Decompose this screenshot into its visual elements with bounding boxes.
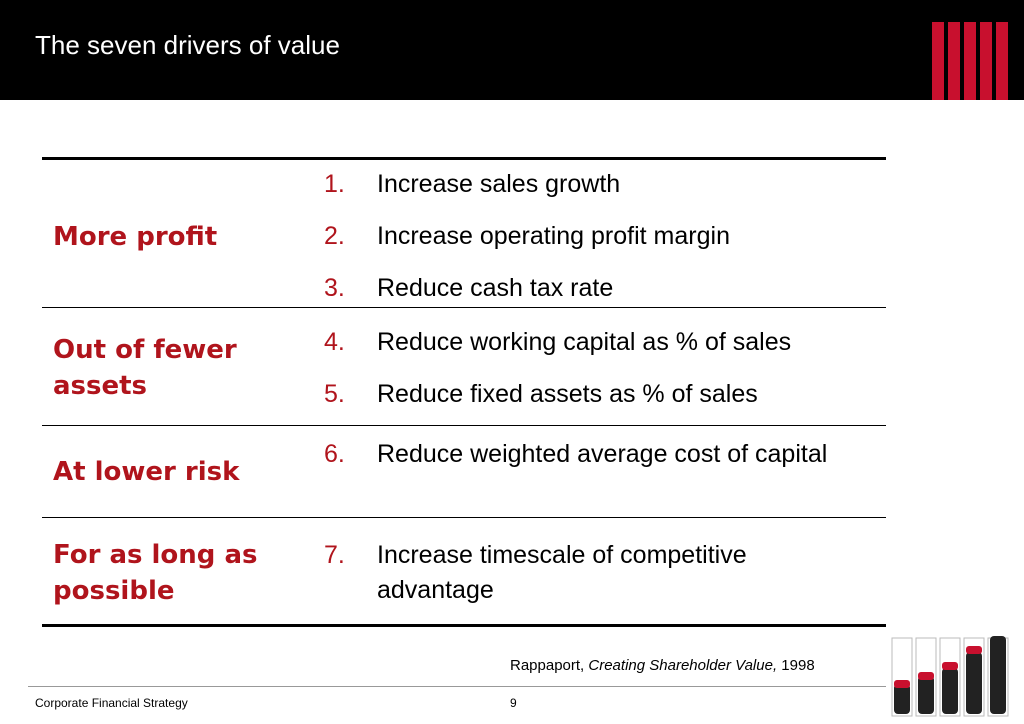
item-number: 4.	[324, 328, 345, 356]
item-text: Reduce working capital as % of sales	[377, 328, 792, 356]
item-text: Reduce cash tax rate	[377, 274, 614, 302]
item-text: Increase sales growth	[377, 170, 621, 198]
item-text: Reduce fixed assets as % of sales	[377, 380, 758, 408]
section-label: More profit	[53, 222, 218, 252]
item-number: 2.	[324, 222, 345, 250]
item-number: 6.	[324, 440, 345, 468]
section-label: For as long as possible	[53, 540, 258, 606]
footer-course-title: Corporate Financial Strategy	[35, 696, 188, 710]
item-text: Increase timescale of competitive advant…	[377, 541, 747, 604]
section-label: At lower risk	[53, 457, 240, 487]
citation-author: Rappaport,	[510, 657, 585, 674]
section-lower-risk: At lower risk 6. Reduce weighted average…	[42, 425, 886, 517]
citation: Rappaport, Creating Shareholder Value, 1…	[510, 657, 815, 674]
item-text: Increase operating profit margin	[377, 222, 730, 250]
logo-bars-icon	[932, 22, 1012, 100]
value-drivers-table: More profit 1. Increase sales growth 2. …	[42, 157, 886, 627]
header-bar: The seven drivers of value	[0, 0, 1024, 100]
section-fewer-assets: Out of fewer assets 4. Reduce working ca…	[42, 307, 886, 425]
section-label: Out of fewer assets	[53, 335, 237, 401]
item-number: 3.	[324, 274, 345, 302]
page-number: 9	[510, 696, 517, 710]
item-number: 7.	[324, 541, 345, 569]
item-text: Reduce weighted average cost of capital	[377, 440, 828, 468]
citation-work: Creating Shareholder Value,	[588, 657, 778, 674]
jars-image-icon	[891, 636, 1009, 717]
section-long-possible: For as long as possible 7. Increase time…	[42, 517, 886, 627]
footer-divider	[28, 686, 886, 687]
slide-title: The seven drivers of value	[35, 30, 340, 60]
section-more-profit: More profit 1. Increase sales growth 2. …	[42, 157, 886, 307]
citation-year: 1998	[781, 657, 815, 674]
item-number: 1.	[324, 170, 345, 198]
item-number: 5.	[324, 380, 345, 408]
